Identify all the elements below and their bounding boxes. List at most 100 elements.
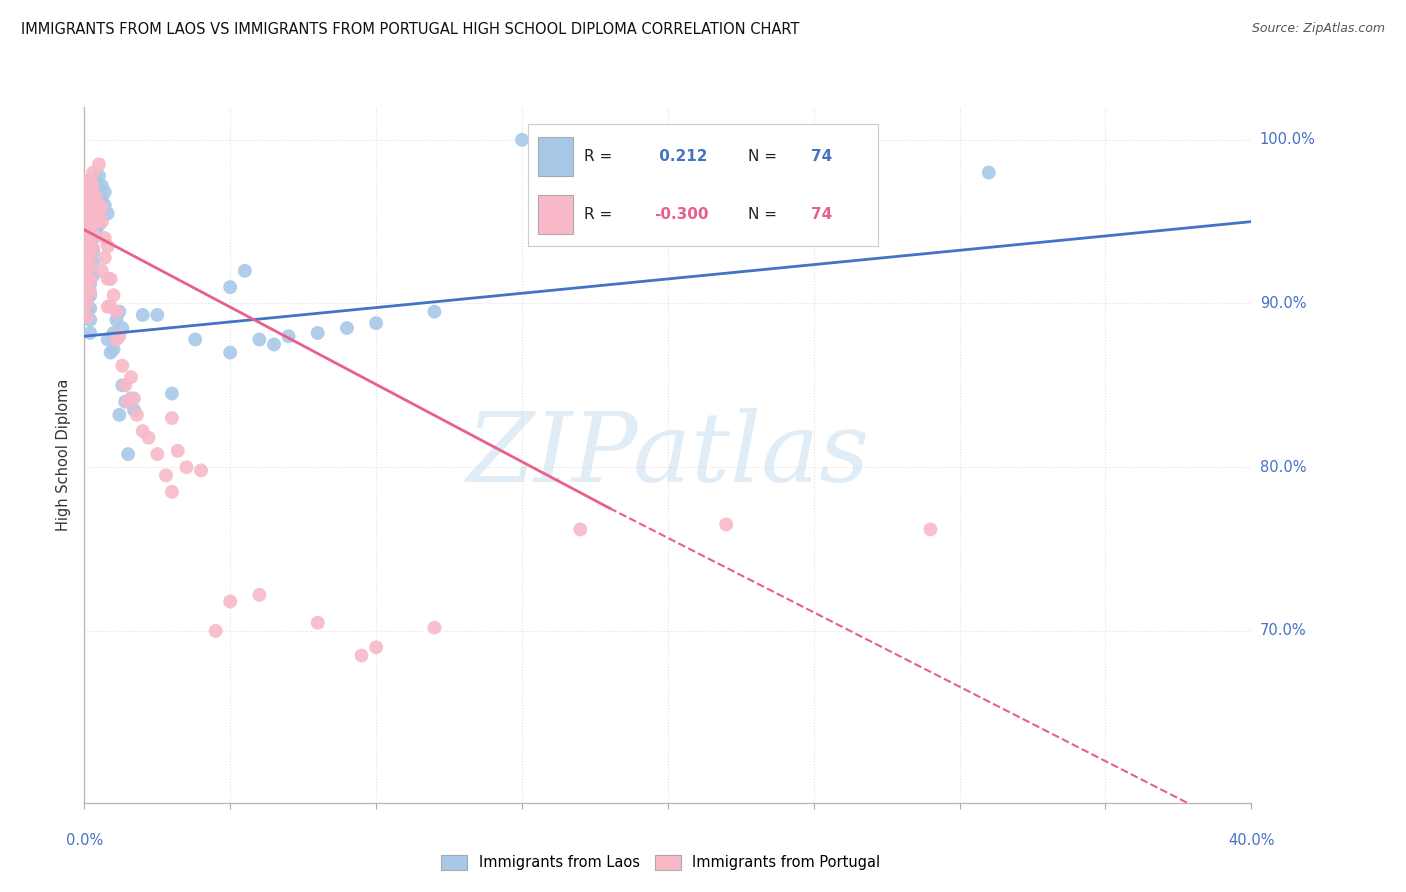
Point (79, 326, 101, 340)
Point (82, 178, 104, 193)
Point (569, 523, 592, 537)
Point (97, 239, 120, 253)
Point (176, 460, 198, 475)
Point (920, 523, 942, 537)
Text: 0.0%: 0.0% (66, 833, 103, 848)
Point (100, 300, 122, 314)
Point (79, 313, 101, 327)
Text: 80.0%: 80.0% (1260, 459, 1306, 475)
Point (190, 463, 212, 477)
Point (84, 174, 107, 188)
Point (132, 308, 155, 322)
Point (138, 431, 160, 445)
Point (108, 329, 131, 343)
Point (79, 224, 101, 238)
Point (94, 185, 117, 199)
Text: ZIPatlas: ZIPatlas (467, 408, 869, 502)
Point (84, 211, 107, 226)
Point (76, 235, 98, 250)
Text: Source: ZipAtlas.com: Source: ZipAtlas.com (1251, 22, 1385, 36)
Point (84, 190, 107, 204)
Point (76, 211, 98, 226)
Point (79, 214, 101, 228)
Point (155, 468, 177, 483)
Point (79, 301, 101, 316)
Point (76, 174, 98, 188)
Point (87, 211, 110, 226)
Point (90, 192, 112, 206)
Point (79, 285, 101, 299)
Point (90, 178, 112, 193)
Point (120, 392, 142, 406)
Point (79, 202, 101, 216)
Point (114, 394, 136, 409)
Point (82, 214, 104, 228)
Point (76, 285, 98, 299)
Point (90, 202, 112, 216)
Point (166, 443, 188, 458)
Point (146, 308, 169, 322)
Point (79, 288, 101, 302)
Point (82, 231, 104, 245)
Point (87, 157, 110, 171)
Point (76, 272, 98, 286)
Point (204, 624, 226, 638)
Point (79, 211, 101, 226)
Point (108, 408, 131, 422)
Point (82, 190, 104, 204)
Point (160, 411, 183, 425)
Point (76, 190, 98, 204)
Point (510, 133, 533, 147)
Point (82, 241, 104, 255)
Point (714, 517, 737, 532)
Point (94, 231, 117, 245)
Point (247, 588, 270, 602)
Point (82, 227, 104, 242)
Point (82, 244, 104, 259)
Point (87, 218, 110, 232)
Point (122, 403, 145, 417)
Point (111, 378, 134, 392)
Point (125, 408, 148, 422)
Point (307, 615, 329, 630)
Point (423, 304, 446, 318)
Point (79, 251, 101, 265)
Point (336, 321, 359, 335)
Point (219, 280, 242, 294)
Point (350, 648, 373, 663)
Point (82, 206, 104, 220)
Point (117, 447, 139, 461)
Point (76, 185, 98, 199)
Point (76, 292, 98, 306)
Point (977, 165, 1000, 179)
Point (105, 333, 128, 347)
Point (100, 272, 122, 286)
Point (120, 370, 142, 384)
Point (233, 264, 256, 278)
Point (108, 304, 131, 318)
Point (263, 337, 285, 351)
Point (76, 206, 98, 220)
Point (76, 296, 98, 310)
Point (97, 206, 120, 220)
Point (79, 235, 101, 250)
Point (111, 359, 134, 373)
Point (82, 203, 104, 218)
Point (122, 392, 145, 406)
Point (146, 447, 169, 461)
Point (132, 424, 155, 438)
Point (76, 223, 98, 237)
Point (219, 345, 242, 359)
Point (103, 343, 125, 357)
Point (103, 326, 125, 340)
Point (90, 203, 112, 218)
Point (79, 186, 101, 201)
Y-axis label: High School Diploma: High School Diploma (56, 379, 72, 531)
Text: 40.0%: 40.0% (1227, 833, 1275, 848)
Point (97, 272, 120, 286)
Text: IMMIGRANTS FROM LAOS VS IMMIGRANTS FROM PORTUGAL HIGH SCHOOL DIPLOMA CORRELATION: IMMIGRANTS FROM LAOS VS IMMIGRANTS FROM … (21, 22, 800, 37)
Point (82, 182, 104, 196)
Point (84, 224, 107, 238)
Point (79, 249, 101, 263)
Point (184, 333, 207, 347)
